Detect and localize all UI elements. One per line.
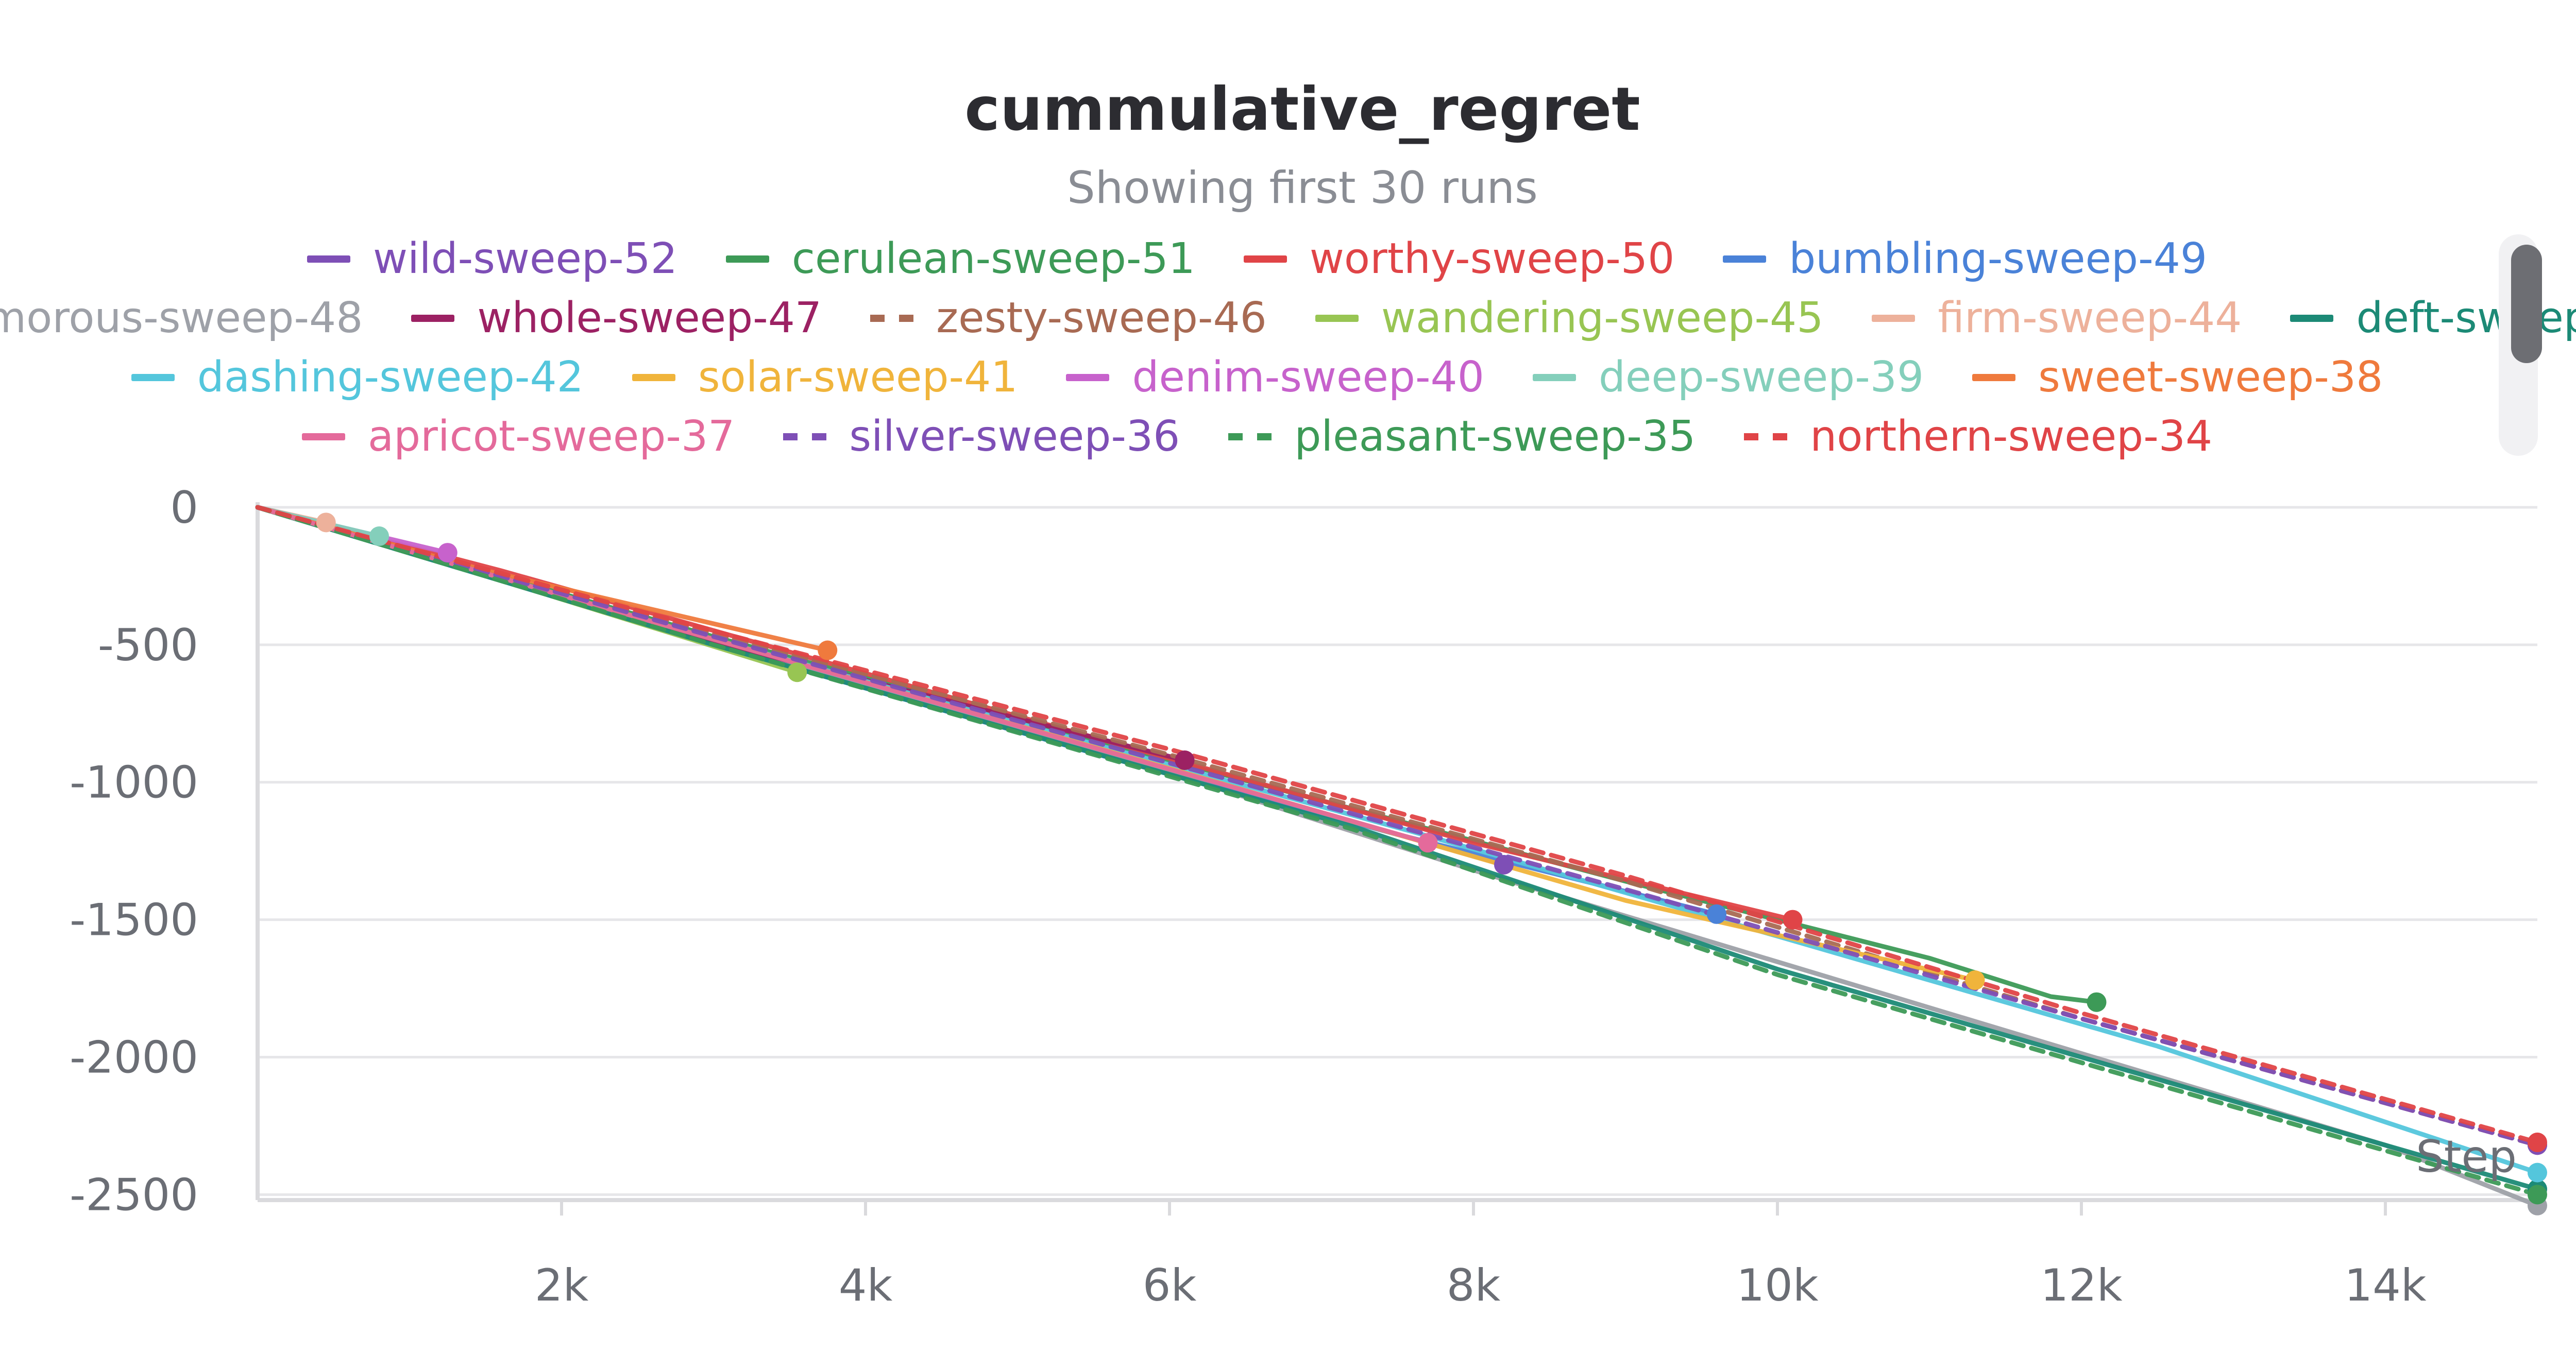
series-end-point <box>2087 993 2107 1012</box>
x-tick-label: 2k <box>535 1260 589 1311</box>
series-end-point <box>2528 1133 2547 1152</box>
series-end-point <box>316 512 336 532</box>
x-tick-label: 4k <box>839 1260 893 1311</box>
x-tick-label: 10k <box>1736 1260 1818 1311</box>
x-tick-label: 8k <box>1447 1260 1501 1311</box>
series-end-point <box>1965 970 1985 990</box>
series-end-point <box>2528 1163 2547 1183</box>
y-tick-label: -2500 <box>70 1169 198 1221</box>
series-end-point <box>1707 904 1726 924</box>
series-end-point <box>1494 855 1514 875</box>
series-end-point <box>1783 910 1803 930</box>
y-tick-label: -500 <box>98 620 198 671</box>
y-tick-label: -1000 <box>70 757 198 809</box>
x-tick-label: 14k <box>2344 1260 2426 1311</box>
series-end-point <box>2528 1185 2547 1204</box>
y-tick-label: -1500 <box>70 895 198 946</box>
series-end-point <box>787 662 807 682</box>
y-tick-label: -2000 <box>70 1032 198 1083</box>
x-axis-label: Step <box>2416 1131 2517 1183</box>
y-tick-label: 0 <box>170 482 198 534</box>
x-tick-label: 12k <box>2040 1260 2122 1311</box>
series-end-point <box>818 641 837 660</box>
series-end-point <box>438 543 457 562</box>
series-line <box>258 507 2537 1145</box>
x-tick-label: 6k <box>1143 1260 1197 1311</box>
series-end-point <box>369 526 389 546</box>
series-line <box>258 507 1428 843</box>
series-end-point <box>1418 833 1438 852</box>
series-end-point <box>1175 750 1195 770</box>
